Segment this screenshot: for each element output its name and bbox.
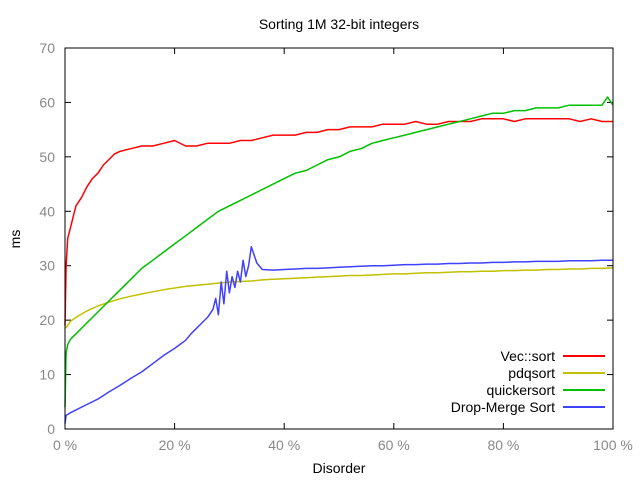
legend-label: pdqsort	[508, 365, 555, 381]
plot-border	[64, 47, 614, 430]
legend-label: quickersort	[487, 382, 556, 398]
series-lines	[64, 96, 614, 424]
y-tick-label: 50	[39, 149, 55, 165]
y-tick-label: 20	[39, 312, 55, 328]
series-line-1	[64, 267, 614, 329]
y-tick-label: 70	[39, 40, 55, 56]
axis-ticks: 0 10 20 30 40 50 60 70 0 % 20 % 40 % 60 % 80 % 100 %	[39, 40, 632, 453]
y-axis-label: ms	[7, 230, 23, 249]
x-tick-label: 20 %	[159, 437, 191, 453]
legend-label: Vec::sort	[501, 348, 556, 364]
y-tick-label: 30	[39, 258, 55, 274]
y-tick-label: 40	[39, 203, 55, 219]
legend-label: Drop-Merge Sort	[451, 399, 555, 415]
x-tick-label: 0 %	[53, 437, 77, 453]
x-tick-label: 60 %	[378, 437, 410, 453]
y-tick-label: 60	[39, 94, 55, 110]
x-tick-label: 40 %	[268, 437, 300, 453]
series-line-2	[64, 96, 614, 408]
x-tick-label: 100 %	[593, 437, 633, 453]
chart-title: Sorting 1M 32-bit integers	[259, 16, 419, 32]
y-tick-label: 0	[47, 421, 55, 437]
y-tick-label: 10	[39, 367, 55, 383]
series-line-0	[64, 118, 613, 326]
x-tick-label: 80 %	[487, 437, 519, 453]
x-axis-label: Disorder	[313, 460, 366, 476]
series-line-3	[64, 245, 613, 424]
